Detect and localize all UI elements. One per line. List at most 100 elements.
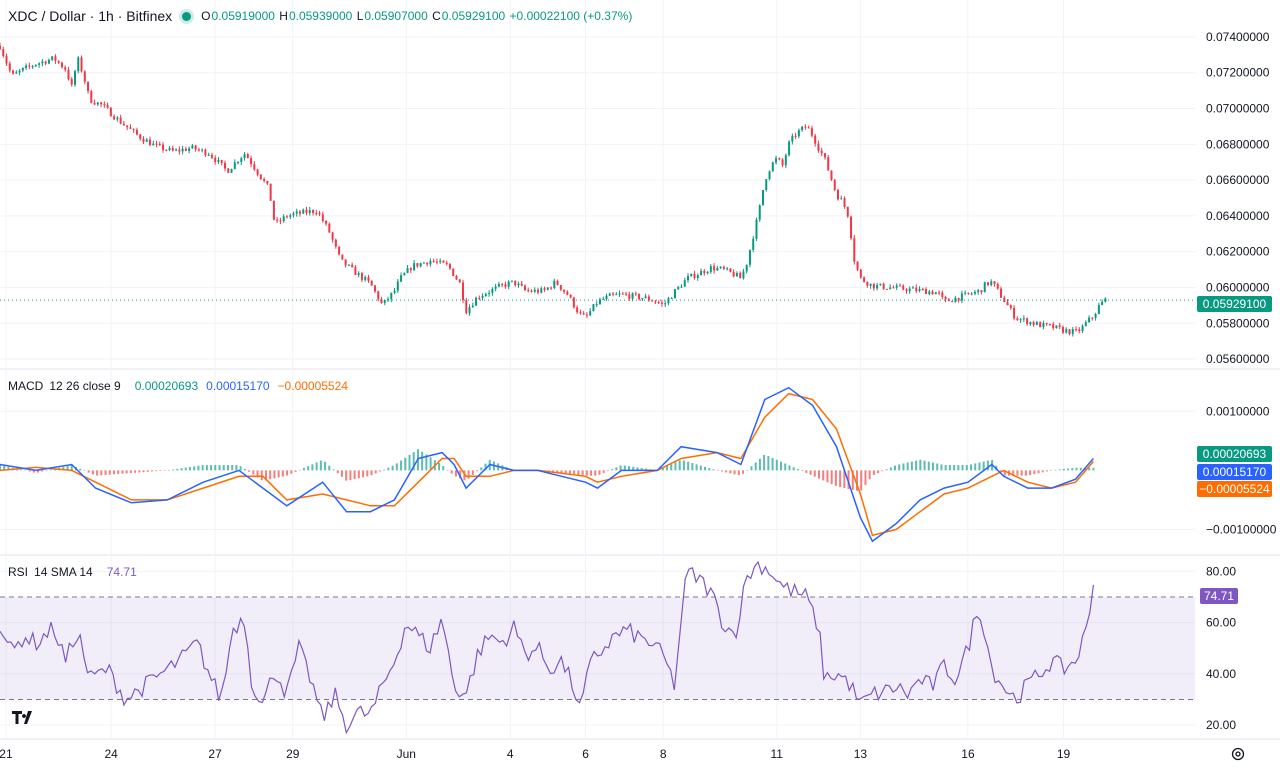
price-candle (876, 285, 879, 289)
price-candle (810, 128, 813, 136)
price-candle (931, 291, 934, 295)
macd-histogram-bar (184, 467, 187, 471)
macd-histogram-bar (585, 470, 588, 476)
price-candle (660, 302, 663, 304)
price-candle (390, 292, 393, 300)
close-value: 0.05929100 (441, 9, 506, 23)
macd-histogram-bar (632, 466, 635, 471)
price-candle (1013, 307, 1016, 319)
price-candle (1042, 323, 1045, 328)
rsi-name[interactable]: RSI (8, 565, 29, 579)
tradingview-logo-icon[interactable] (10, 706, 40, 728)
macd-histogram-bar (349, 470, 352, 481)
macd-histogram-bar (260, 470, 263, 481)
macd-histogram-bar (446, 469, 449, 471)
macd-histogram-bar (856, 470, 859, 491)
price-candle (908, 288, 911, 292)
macd-histogram-bar (1045, 470, 1048, 472)
price-candle (295, 211, 298, 214)
price-candle (230, 168, 233, 173)
macd-histogram-bar (636, 467, 639, 471)
macd-histogram-bar (1058, 469, 1061, 471)
price-candle (814, 135, 817, 144)
macd-histogram-bar (307, 466, 310, 471)
last-price-tag: 0.05929100 (1197, 296, 1272, 312)
macd-histogram-bar (695, 464, 698, 471)
price-candle (204, 149, 207, 156)
price-candle (1065, 329, 1068, 333)
price-candle (625, 293, 628, 295)
macd-histogram-bar (476, 470, 479, 472)
price-candle (325, 220, 328, 224)
macd-histogram-bar (577, 470, 580, 475)
price-candle (517, 283, 520, 286)
price-candle (54, 56, 57, 61)
price-candle (276, 219, 279, 221)
macd-histogram-bar (780, 461, 783, 471)
macd-histogram-bar (788, 465, 791, 471)
macd-histogram-bar (159, 470, 162, 471)
macd-histogram-bar (809, 470, 812, 475)
price-candle (491, 288, 494, 293)
price-candle (739, 273, 742, 279)
price-candle (514, 280, 517, 286)
price-candle (576, 307, 579, 313)
price-candle (537, 289, 540, 293)
y-tick-label: −0.00100000 (1206, 522, 1277, 536)
price-candle (383, 299, 386, 303)
price-candle (638, 294, 641, 300)
price-candle (986, 282, 989, 286)
price-candle (954, 297, 957, 302)
x-tick-label: 13 (854, 747, 868, 761)
price-candle (964, 292, 967, 294)
settings-gear-icon[interactable] (1231, 747, 1245, 761)
macd-histogram-bar (860, 470, 863, 491)
price-candle (93, 102, 96, 105)
macd-histogram-bar (674, 462, 677, 471)
price-candle (983, 282, 986, 293)
price-candle (520, 283, 523, 286)
macd-name[interactable]: MACD (8, 379, 44, 393)
macd-histogram-bar (471, 470, 474, 475)
macd-histogram-bar (725, 470, 728, 473)
macd-histogram-bar (944, 465, 947, 471)
price-candle (0, 45, 1, 50)
macd-legend: MACD 12 26 close 9 0.00020693 0.00015170… (8, 379, 348, 393)
price-candle (569, 294, 572, 298)
macd-histogram-bar (167, 470, 170, 471)
macd-histogram-bar (771, 457, 774, 471)
x-tick-label: 8 (660, 747, 667, 761)
price-candle (602, 298, 605, 300)
price-candle (12, 70, 15, 74)
price-candle (1101, 301, 1104, 306)
price-candle (1016, 318, 1019, 320)
macd-histogram-bar (851, 470, 854, 490)
price-candle (973, 291, 976, 294)
macd-histogram-bar (670, 464, 673, 471)
price-candle (1097, 305, 1100, 314)
macd-line (0, 386, 1094, 543)
price-candle (429, 260, 432, 265)
macd-histogram-bar (463, 470, 466, 481)
macd-histogram-bar (273, 470, 276, 479)
price-candle (905, 289, 908, 292)
macd-histogram-bar (336, 470, 339, 474)
price-candle (328, 223, 331, 233)
price-candle (1022, 318, 1025, 320)
macd-histogram-bar (400, 460, 403, 471)
price-candle (1009, 305, 1012, 308)
price-candle (289, 215, 292, 217)
price-candle (1000, 288, 1003, 298)
macd-histogram-bar (201, 465, 204, 471)
price-candle (445, 262, 448, 265)
price-candle (321, 214, 324, 221)
macd-histogram-bar (340, 470, 343, 477)
macd-histogram-bar (843, 470, 846, 489)
price-candle (693, 273, 696, 279)
price-candle (1094, 313, 1097, 318)
symbol-title[interactable]: XDC / Dollar · 1h · Bitfinex (8, 8, 173, 24)
price-candle (139, 134, 142, 139)
macd-histogram-bar (294, 470, 297, 472)
macd-histogram-bar (758, 458, 761, 471)
